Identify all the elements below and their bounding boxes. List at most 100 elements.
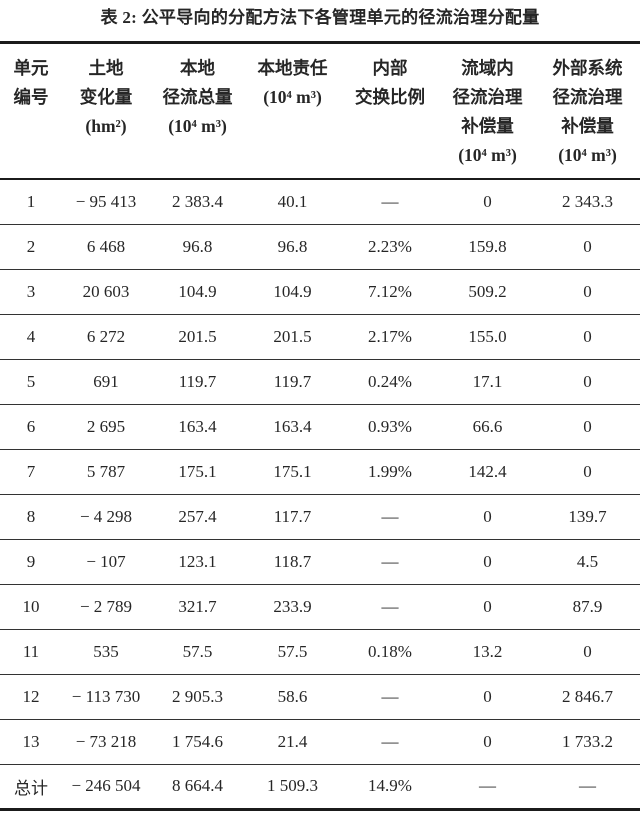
table-cell: 2 695: [86, 416, 126, 436]
table-cell: 14.9%: [368, 776, 412, 795]
table-cell: 0: [583, 641, 592, 661]
table-row: 7 5 787 175.1 175.1 1.99% 142.4 0: [0, 449, 640, 494]
table-cell: 6: [26, 416, 36, 436]
table-cell: 96.8: [277, 236, 308, 256]
table-cell: 509.2: [468, 281, 507, 301]
table-cell: 2 383.4: [172, 191, 223, 211]
column-header-line: (10⁴ m³): [558, 145, 617, 165]
column-header-line: 补偿量: [561, 116, 614, 136]
column-header-internal-exchange-ratio: 内部 交换比例: [340, 43, 440, 180]
table-cell: 9: [26, 551, 36, 571]
table-cell: 2.17%: [368, 326, 412, 346]
table-header-row: 单元 编号 土地 变化量 (hm²) 本地 径流总量 (10⁴ m³) 本地责任 (10⁴ m³)…: [0, 43, 640, 180]
table-row: 4 6 272 201.5 201.5 2.17% 155.0 0: [0, 314, 640, 359]
table-cell: —: [381, 551, 399, 571]
table-cell: 17.1: [472, 371, 503, 391]
table-row: 8 − 4 298 257.4 117.7 — 0 139.7: [0, 494, 640, 539]
table-cell: 2 905.3: [172, 686, 223, 706]
table-cell: 7.12%: [368, 281, 412, 301]
table-cell: 7: [26, 461, 36, 481]
table-cell: 3: [26, 281, 36, 301]
table-cell: 163.4: [178, 416, 217, 436]
table-row: 11 535 57.5 57.5 0.18% 13.2 0: [0, 629, 640, 674]
table-cell: 535: [93, 641, 119, 661]
table-cell: 57.5: [182, 641, 213, 661]
column-header-line: 编号: [13, 87, 49, 107]
table-cell: 691: [93, 371, 119, 391]
column-header-line: (10⁴ m³): [458, 145, 517, 165]
table-cell: —: [381, 686, 399, 706]
table-cell: —: [381, 731, 399, 751]
table-cell: 233.9: [273, 596, 312, 616]
table-cell: − 2 789: [79, 596, 133, 616]
table-row: 1 − 95 413 2 383.4 40.1 — 0 2 343.3: [0, 179, 640, 224]
column-header-in-basin-compensation: 流域内径流治理补偿量 (10⁴ m³): [440, 43, 535, 180]
column-header-line: (10⁴ m³): [263, 87, 322, 107]
column-header-local-responsibility: 本地责任 (10⁴ m³): [245, 43, 340, 180]
table-cell: —: [579, 776, 596, 795]
table-cell: 175.1: [273, 461, 312, 481]
column-header-line: 本地: [180, 58, 215, 78]
table-cell: 4: [26, 326, 36, 346]
table-cell: 104.9: [178, 281, 217, 301]
table-cell: 6 272: [86, 326, 126, 346]
table-cell: − 246 504: [71, 776, 141, 795]
table-cell: —: [381, 191, 399, 211]
table-cell: 13.2: [472, 641, 503, 661]
column-header-line: 径流治理: [452, 87, 523, 107]
column-header-line: 外部系统: [552, 58, 623, 78]
table-cell: 21.4: [277, 731, 308, 751]
table-cell: 142.4: [468, 461, 507, 481]
table-cell: 119.7: [178, 371, 217, 391]
table-cell: 104.9: [273, 281, 312, 301]
column-header-line: 补偿量: [461, 116, 514, 136]
table-cell: 117.7: [273, 506, 312, 526]
table-cell: 257.4: [178, 506, 217, 526]
table-cell: 40.1: [277, 191, 308, 211]
table-cell: 321.7: [178, 596, 217, 616]
table-cell: 0.93%: [368, 416, 412, 436]
table-cell: − 107: [86, 551, 126, 571]
table-cell: 4.5: [576, 551, 599, 571]
table-cell: 119.7: [273, 371, 312, 391]
table-cell: − 95 413: [75, 191, 137, 211]
table-cell: 5: [26, 371, 36, 391]
runoff-allocation-table: 单元 编号 土地 变化量 (hm²) 本地 径流总量 (10⁴ m³) 本地责任 (10⁴ m³)…: [0, 41, 640, 811]
column-header-line: 径流治理: [552, 87, 623, 107]
table-cell: 118.7: [273, 551, 312, 571]
table-cell: 8 664.4: [172, 776, 223, 795]
table-row: 6 2 695 163.4 163.4 0.93% 66.6 0: [0, 404, 640, 449]
table-cell: 1.99%: [368, 461, 412, 481]
table-cell: 2: [26, 236, 36, 256]
table-cell: 87.9: [572, 596, 603, 616]
table-cell: —: [381, 506, 399, 526]
table-cell: 66.6: [472, 416, 503, 436]
column-header-line: 内部: [372, 58, 408, 78]
table-cell: 159.8: [468, 236, 507, 256]
table-cell: 0: [583, 326, 592, 346]
table-cell: 0.18%: [368, 641, 412, 661]
column-header-unit-id: 单元 编号: [0, 43, 62, 180]
column-header-local-runoff-total: 本地 径流总量 (10⁴ m³): [150, 43, 245, 180]
table-cell: 0: [483, 686, 492, 706]
table-row: 2 6 468 96.8 96.8 2.23% 159.8 0: [0, 224, 640, 269]
table-total-row: 总计 − 246 504 8 664.4 1 509.3 14.9% — —: [0, 764, 640, 809]
column-header-external-compensation: 外部系统径流治理补偿量 (10⁴ m³): [535, 43, 640, 180]
table-header: 单元 编号 土地 变化量 (hm²) 本地 径流总量 (10⁴ m³) 本地责任 (10⁴ m³)…: [0, 43, 640, 180]
table-cell: 0: [483, 191, 492, 211]
table-cell: 58.6: [277, 686, 308, 706]
table-cell: − 73 218: [75, 731, 137, 751]
table-cell: 0.24%: [368, 371, 412, 391]
column-header-line: 流域内: [461, 58, 514, 78]
table-cell: 0: [583, 281, 592, 301]
table-cell: 0: [583, 236, 592, 256]
column-header-line: (10⁴ m³): [168, 116, 227, 136]
table-cell: 139.7: [568, 506, 607, 526]
table-cell: 2 343.3: [562, 191, 613, 211]
table-cell: —: [479, 776, 496, 795]
table-title: 表 2: 公平导向的分配方法下各管理单元的径流治理分配量: [100, 8, 540, 27]
table-cell: 1 509.3: [267, 776, 318, 795]
table-cell: 10: [22, 596, 40, 616]
table-row: 5 691 119.7 119.7 0.24% 17.1 0: [0, 359, 640, 404]
table-cell: 13: [22, 731, 40, 751]
